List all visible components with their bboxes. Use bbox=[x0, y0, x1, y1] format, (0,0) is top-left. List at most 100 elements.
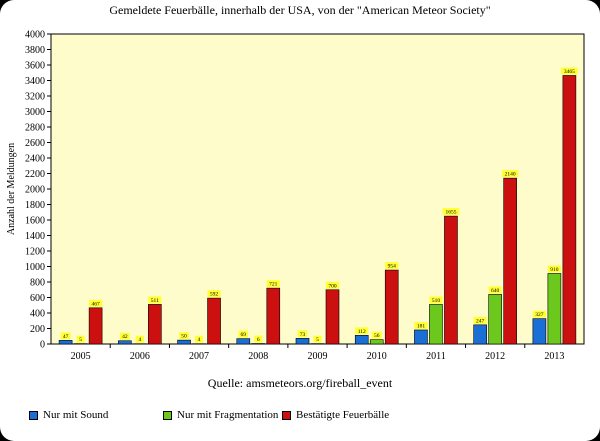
data-label-box bbox=[532, 310, 546, 318]
y-tick-label: 0 bbox=[40, 340, 45, 351]
x-tick-label: 2010 bbox=[367, 351, 387, 362]
data-label: 56 bbox=[374, 333, 380, 339]
legend-label-confirmed: Bestätigte Feuerbälle bbox=[296, 409, 390, 421]
y-tick-label: 400 bbox=[30, 309, 45, 320]
bar bbox=[207, 297, 221, 345]
y-tick-label: 1000 bbox=[25, 262, 45, 273]
bar bbox=[562, 75, 577, 345]
y-tick-label: 3400 bbox=[25, 76, 45, 87]
y-tick-label: 3000 bbox=[25, 107, 45, 118]
data-label-box bbox=[473, 316, 487, 324]
x-tick-label: 2009 bbox=[308, 351, 328, 362]
bar bbox=[266, 287, 281, 345]
bar bbox=[384, 269, 399, 345]
y-tick-label: 3200 bbox=[25, 92, 45, 103]
data-label-box bbox=[179, 332, 189, 340]
y-tick-label: 600 bbox=[30, 293, 45, 304]
data-label-box bbox=[135, 335, 144, 343]
data-label: 50 bbox=[181, 334, 187, 340]
bar bbox=[444, 215, 458, 345]
source-note: Quelle: amsmeteors.org/fireball_event bbox=[207, 376, 393, 390]
data-label: 640 bbox=[491, 288, 500, 294]
legend-swatch-fragmentation bbox=[163, 410, 172, 420]
data-label-box bbox=[254, 335, 263, 343]
data-label: 327 bbox=[535, 312, 544, 318]
bar bbox=[58, 340, 73, 345]
data-label-box bbox=[488, 286, 502, 294]
bar bbox=[473, 324, 487, 345]
data-label-box bbox=[76, 335, 85, 343]
data-label-box bbox=[561, 67, 578, 75]
data-label: 592 bbox=[210, 292, 219, 298]
y-tick-label: 2000 bbox=[25, 185, 45, 196]
data-label-box bbox=[547, 265, 561, 273]
bar bbox=[503, 177, 517, 345]
data-label-box bbox=[429, 296, 443, 304]
bar bbox=[354, 335, 369, 345]
data-label-box bbox=[501, 170, 519, 178]
data-label-box bbox=[266, 280, 280, 288]
x-tick-label: 2007 bbox=[189, 351, 209, 362]
bar bbox=[488, 294, 502, 345]
bar bbox=[177, 339, 191, 345]
y-tick-label: 200 bbox=[30, 324, 45, 335]
data-label: 247 bbox=[476, 318, 485, 324]
bar bbox=[295, 338, 310, 345]
legend-label-fragmentation: Nur mit Fragmentation bbox=[177, 409, 279, 421]
data-label-box bbox=[385, 262, 399, 270]
legend-item-confirmed: Bestätigte Feuerbälle bbox=[282, 409, 389, 421]
data-label-box bbox=[60, 332, 71, 340]
y-tick-label: 2600 bbox=[25, 138, 45, 149]
data-label: 181 bbox=[417, 323, 426, 329]
data-label: 721 bbox=[269, 282, 278, 288]
x-tick-label: 2008 bbox=[248, 351, 268, 362]
x-tick-label: 2013 bbox=[544, 351, 564, 362]
y-tick-label: 4000 bbox=[25, 30, 45, 41]
data-label: 47 bbox=[63, 334, 69, 340]
bar bbox=[148, 304, 162, 345]
legend-item-sound: Nur mit Sound bbox=[29, 409, 108, 421]
data-label: 954 bbox=[388, 264, 397, 270]
y-tick-label: 1600 bbox=[25, 216, 45, 227]
data-label-box bbox=[89, 299, 103, 307]
data-label: 510 bbox=[432, 298, 441, 304]
data-label-box bbox=[313, 335, 322, 343]
data-label: 2140 bbox=[505, 172, 516, 178]
x-tick-label: 2006 bbox=[130, 351, 150, 362]
data-label: 511 bbox=[151, 298, 159, 304]
data-label-box bbox=[297, 330, 308, 338]
data-label: 467 bbox=[91, 301, 100, 307]
data-label: 910 bbox=[550, 267, 559, 273]
data-label: 1655 bbox=[445, 210, 456, 216]
y-tick-label: 2800 bbox=[25, 123, 45, 134]
bar bbox=[369, 339, 384, 345]
data-label: 5 bbox=[316, 337, 319, 343]
data-label: 3465 bbox=[564, 69, 575, 75]
data-label-box bbox=[414, 321, 428, 329]
data-label: 6 bbox=[257, 337, 260, 343]
legend-swatch-confirmed bbox=[282, 410, 291, 420]
data-label: 4 bbox=[198, 337, 201, 343]
bar bbox=[88, 307, 103, 345]
chart-title: Gemeldete Feuerbälle, innerhalb der USA,… bbox=[109, 3, 491, 17]
legend-label-sound: Nur mit Sound bbox=[43, 409, 109, 421]
y-tick-label: 1400 bbox=[25, 231, 45, 242]
data-label: 112 bbox=[358, 329, 366, 335]
bar bbox=[236, 338, 251, 345]
y-tick-label: 2400 bbox=[25, 154, 45, 165]
legend-item-fragmentation: Nur mit Fragmentation bbox=[163, 409, 278, 421]
data-label: 42 bbox=[122, 334, 128, 340]
x-tick-label: 2012 bbox=[485, 351, 505, 362]
data-label-box bbox=[325, 281, 340, 289]
data-label-box bbox=[238, 330, 249, 338]
y-axis-label: Anzahl der Meldungen bbox=[6, 143, 17, 235]
data-label: 700 bbox=[328, 283, 337, 289]
x-tick-label: 2005 bbox=[71, 351, 91, 362]
data-label: 73 bbox=[300, 332, 306, 338]
data-label: 4 bbox=[138, 337, 141, 343]
bar bbox=[118, 340, 132, 345]
y-tick-label: 1800 bbox=[25, 200, 45, 211]
y-tick-label: 3800 bbox=[25, 45, 45, 56]
